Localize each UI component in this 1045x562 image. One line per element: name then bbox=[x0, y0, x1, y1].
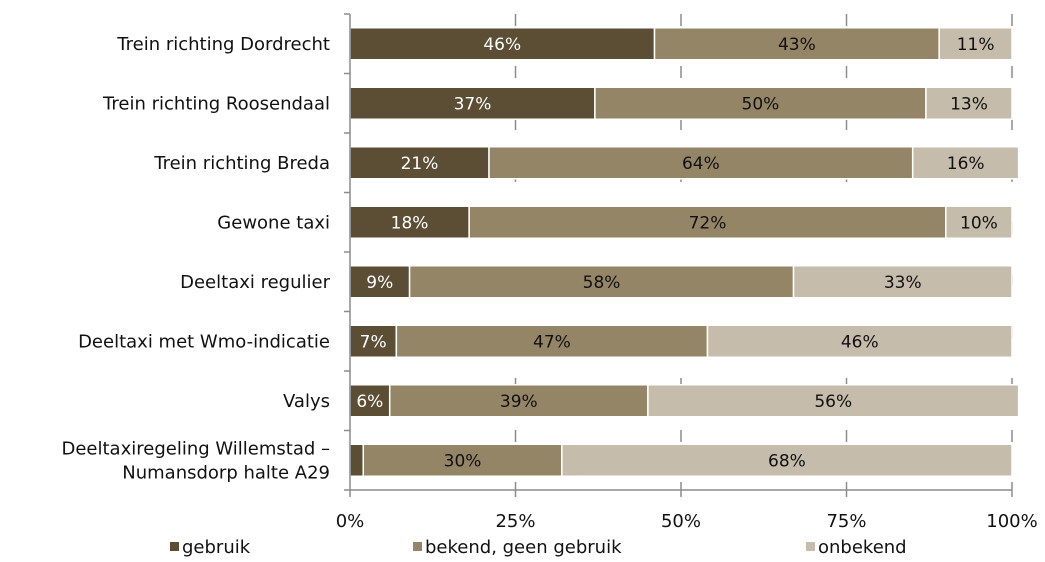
data-label: 9% bbox=[366, 273, 393, 293]
data-label: 21% bbox=[401, 154, 439, 174]
data-label: 18% bbox=[391, 213, 429, 233]
bar-segment-onbekend bbox=[938, 27, 1013, 61]
data-label: 56% bbox=[814, 392, 852, 412]
legend-swatch bbox=[806, 542, 815, 551]
data-label: 47% bbox=[533, 332, 571, 352]
category-label: Valys bbox=[283, 391, 330, 412]
bar-segment-onbekend bbox=[792, 265, 1013, 299]
data-label: 68% bbox=[768, 451, 806, 471]
bar-segment-bekend-geen-gebruik bbox=[488, 146, 914, 180]
data-label: 7% bbox=[360, 332, 387, 352]
x-tick-label: 25% bbox=[495, 511, 535, 532]
bar-segment-bekend-geen-gebruik bbox=[388, 384, 649, 418]
bar-segment-onbekend bbox=[911, 146, 1020, 180]
legend-label: gebruik bbox=[182, 537, 251, 558]
bar-segment-onbekend bbox=[706, 324, 1013, 358]
data-label: 39% bbox=[500, 392, 538, 412]
data-label: 37% bbox=[454, 94, 492, 114]
bar-segment-onbekend bbox=[647, 384, 1020, 418]
bar-segment-bekend-geen-gebruik bbox=[408, 265, 795, 299]
legend-label: bekend, geen gebruik bbox=[425, 537, 622, 558]
x-tick-label: 50% bbox=[661, 511, 701, 532]
bar-segment-onbekend bbox=[561, 443, 1013, 477]
bar-segment-gebruik bbox=[349, 384, 391, 418]
data-label: 33% bbox=[884, 273, 922, 293]
data-label: 46% bbox=[483, 35, 521, 55]
data-label: 10% bbox=[960, 213, 998, 233]
bar-segment-onbekend bbox=[945, 205, 1013, 239]
legend: gebruik bekend, geen gebruik onbekend bbox=[170, 537, 907, 558]
category-label: Trein richting Breda bbox=[153, 153, 330, 174]
category-label: Deeltaxi regulier bbox=[180, 272, 330, 293]
x-tick-label: 75% bbox=[826, 511, 866, 532]
category-label: Deeltaxi met Wmo-indicatie bbox=[78, 331, 330, 352]
data-label: 13% bbox=[950, 94, 988, 114]
data-label: 50% bbox=[742, 94, 780, 114]
bars: 46% 43% 11% 37% 50% 13% 21% 64% 16% 18% 72% 10% 9% 58… bbox=[349, 27, 1020, 477]
data-label: 16% bbox=[947, 154, 985, 174]
data-label: 64% bbox=[682, 154, 720, 174]
category-label: Deeltaxiregeling Willemstad – Numansdorp … bbox=[61, 438, 330, 483]
gridlines bbox=[514, 14, 1013, 490]
bar-segment-gebruik bbox=[349, 146, 490, 180]
data-label: 6% bbox=[356, 392, 383, 412]
legend-swatch bbox=[413, 542, 422, 551]
axes: Trein richting Dordrecht Trein richting R… bbox=[61, 13, 1038, 532]
bar-segment-bekend-geen-gebruik bbox=[594, 86, 927, 120]
category-label: Trein richting Roosendaal bbox=[102, 93, 330, 114]
data-label: 58% bbox=[583, 273, 621, 293]
bar-segment-onbekend bbox=[925, 86, 1013, 120]
bar-segment-bekend-geen-gebruik bbox=[362, 443, 563, 477]
x-tick-label: 100% bbox=[986, 511, 1037, 532]
bar-segment-gebruik bbox=[349, 443, 364, 477]
data-label: 72% bbox=[689, 213, 727, 233]
legend-label: onbekend bbox=[818, 537, 907, 558]
data-label: 30% bbox=[444, 451, 482, 471]
bar-segment-gebruik bbox=[349, 265, 411, 299]
data-label: 43% bbox=[778, 35, 816, 55]
data-label: 46% bbox=[841, 332, 879, 352]
category-label: Gewone taxi bbox=[217, 212, 330, 233]
data-label: 11% bbox=[957, 35, 995, 55]
category-label: Trein richting Dordrecht bbox=[116, 34, 330, 55]
bar-segment-bekend-geen-gebruik bbox=[395, 324, 709, 358]
bar-segment-bekend-geen-gebruik bbox=[653, 27, 940, 61]
x-tick-label: 0% bbox=[336, 511, 365, 532]
legend-swatch bbox=[170, 542, 179, 551]
